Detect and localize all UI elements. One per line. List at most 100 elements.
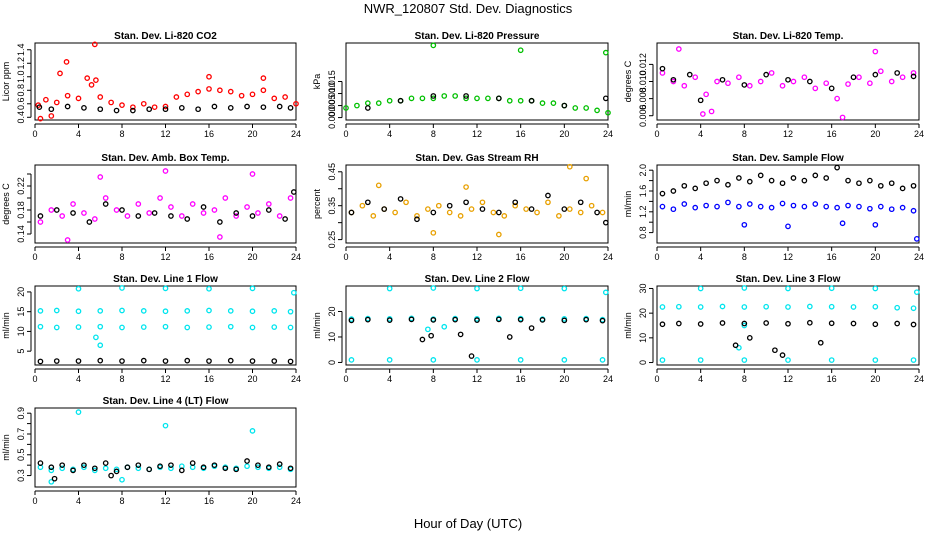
x-tick-label: 8 bbox=[431, 252, 436, 262]
data-point bbox=[561, 102, 568, 109]
data-point bbox=[287, 104, 294, 111]
x-tick-label: 8 bbox=[119, 496, 124, 506]
panel-8: Stan. Dev. Line 2 Flow ml/min 0 4 8 12 16 20 24 0… bbox=[312, 274, 613, 384]
data-point bbox=[206, 86, 212, 92]
x-tick-label: 24 bbox=[603, 374, 613, 384]
data-point bbox=[157, 195, 163, 201]
data-point bbox=[265, 464, 272, 471]
data-point bbox=[872, 303, 879, 310]
data-point bbox=[790, 78, 797, 85]
data-point bbox=[97, 308, 104, 314]
data-point bbox=[206, 73, 212, 80]
data-point bbox=[430, 317, 437, 323]
data-point bbox=[249, 308, 256, 315]
x-tick-label: 12 bbox=[472, 374, 482, 384]
panel-title: Stan. Dev. Amb. Box Temp. bbox=[101, 153, 229, 164]
data-point bbox=[140, 324, 147, 330]
x-tick-label: 16 bbox=[827, 374, 837, 384]
x-tick-label: 20 bbox=[559, 129, 569, 139]
x-tick-label: 8 bbox=[742, 374, 747, 384]
data-point bbox=[37, 323, 44, 330]
data-point bbox=[512, 199, 519, 206]
data-point bbox=[602, 219, 609, 226]
data-point bbox=[566, 206, 573, 212]
data-point bbox=[741, 322, 748, 329]
data-point bbox=[806, 319, 813, 326]
data-point bbox=[364, 105, 371, 111]
data-point bbox=[790, 202, 797, 209]
y-tick-label: 0.000 bbox=[327, 106, 337, 129]
data-point bbox=[785, 223, 791, 230]
data-point bbox=[348, 209, 355, 216]
data-point bbox=[195, 88, 201, 95]
data-point bbox=[102, 460, 109, 466]
data-point bbox=[36, 104, 43, 111]
y-axis-label: ml/min bbox=[1, 434, 11, 461]
data-point bbox=[119, 476, 125, 483]
data-point bbox=[834, 95, 840, 102]
data-point bbox=[877, 203, 884, 210]
plot-frame bbox=[345, 285, 609, 366]
x-tick-label: 4 bbox=[76, 374, 81, 384]
data-point bbox=[244, 204, 250, 210]
data-point bbox=[255, 464, 261, 471]
data-point bbox=[681, 82, 688, 89]
data-point bbox=[168, 462, 174, 469]
data-point bbox=[659, 304, 666, 310]
data-point bbox=[523, 206, 529, 212]
data-point bbox=[561, 357, 568, 363]
data-point bbox=[255, 210, 261, 216]
data-point bbox=[534, 209, 540, 216]
data-point bbox=[495, 231, 502, 238]
data-point bbox=[845, 177, 851, 184]
data-point bbox=[57, 70, 63, 77]
data-point bbox=[856, 74, 862, 81]
y-axis-label: ml/min bbox=[623, 312, 633, 339]
data-point bbox=[97, 94, 104, 100]
data-point bbox=[479, 206, 486, 212]
data-point bbox=[282, 216, 288, 222]
data-point bbox=[823, 203, 830, 210]
data-point bbox=[506, 97, 513, 104]
data-point bbox=[779, 352, 786, 358]
data-point bbox=[392, 209, 398, 216]
data-point bbox=[867, 205, 873, 212]
x-tick-label: 4 bbox=[76, 252, 81, 262]
x-tick-label: 0 bbox=[343, 252, 348, 262]
data-point bbox=[249, 358, 256, 364]
x-tick-label: 4 bbox=[76, 129, 81, 139]
x-tick-label: 4 bbox=[698, 374, 703, 384]
data-point bbox=[823, 80, 830, 87]
data-point bbox=[244, 458, 250, 464]
data-point bbox=[48, 464, 55, 471]
data-point bbox=[913, 289, 920, 296]
data-point bbox=[37, 219, 44, 225]
y-tick-label: 20 bbox=[16, 287, 26, 297]
data-point bbox=[714, 203, 720, 210]
data-point bbox=[888, 206, 895, 213]
data-point bbox=[577, 209, 584, 216]
data-point bbox=[872, 321, 879, 328]
data-point bbox=[233, 210, 240, 216]
data-point bbox=[135, 213, 142, 219]
x-tick-label: 20 bbox=[870, 129, 880, 139]
data-point bbox=[599, 209, 606, 216]
data-point bbox=[495, 316, 502, 323]
data-point bbox=[64, 237, 71, 243]
data-point bbox=[364, 100, 371, 107]
data-point bbox=[812, 201, 819, 207]
data-point bbox=[293, 100, 299, 107]
y-tick-label: 10 bbox=[16, 326, 26, 336]
data-point bbox=[244, 103, 250, 110]
data-point bbox=[43, 96, 49, 103]
data-point bbox=[605, 109, 611, 116]
x-tick-label: 20 bbox=[870, 252, 880, 262]
data-point bbox=[108, 472, 114, 479]
data-point bbox=[168, 465, 174, 472]
x-tick-label: 16 bbox=[516, 129, 526, 139]
data-point bbox=[812, 85, 819, 92]
data-point bbox=[113, 107, 120, 114]
y-tick-label: 1.2 bbox=[16, 57, 26, 70]
data-point bbox=[81, 210, 87, 216]
data-point bbox=[801, 177, 808, 184]
